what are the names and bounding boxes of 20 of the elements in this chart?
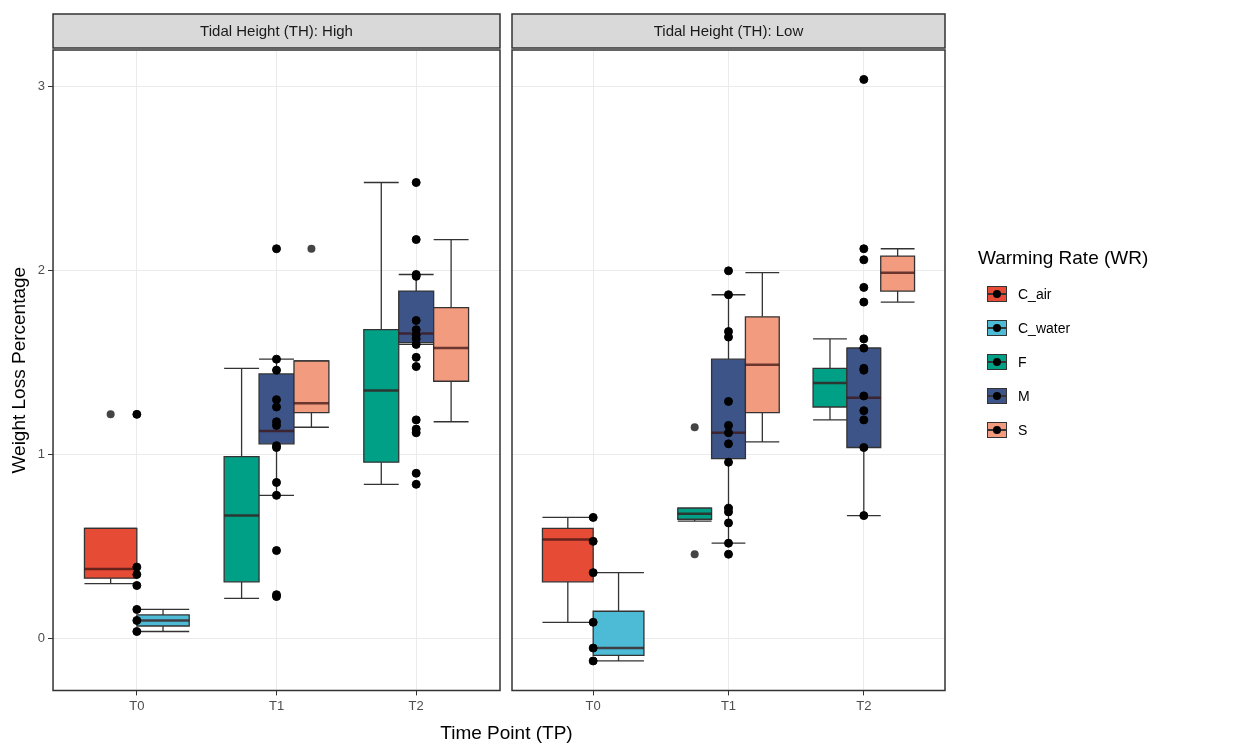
chart-title: Tidal Height (TH): High (200, 22, 353, 40)
x-tick-label: T2 (856, 697, 872, 713)
x-axis-title: Time Point (TP) (439, 722, 574, 744)
y-axis-title: Weight Loss Percentage (7, 266, 29, 474)
legend-label: S (1018, 422, 1028, 438)
x-tick-label: T1 (268, 697, 285, 713)
legend-title: Warming Rate (WR) (978, 247, 1149, 269)
y-tick-label: 1 (37, 446, 46, 462)
x-tick-label: T0 (129, 697, 145, 713)
legend-label: C_air (1018, 286, 1052, 302)
legend-label: C_water (1018, 320, 1071, 336)
x-tick-label: T0 (585, 697, 601, 713)
x-tick-label: T2 (408, 697, 424, 713)
y-tick-label: 0 (37, 630, 46, 646)
y-tick-label: 3 (37, 78, 46, 94)
y-tick-label: 2 (37, 262, 46, 278)
legend-label: F (1018, 354, 1027, 370)
legend-label: M (1018, 388, 1030, 404)
x-tick-label: T1 (720, 697, 737, 713)
chart-title: Tidal Height (TH): Low (653, 22, 804, 40)
